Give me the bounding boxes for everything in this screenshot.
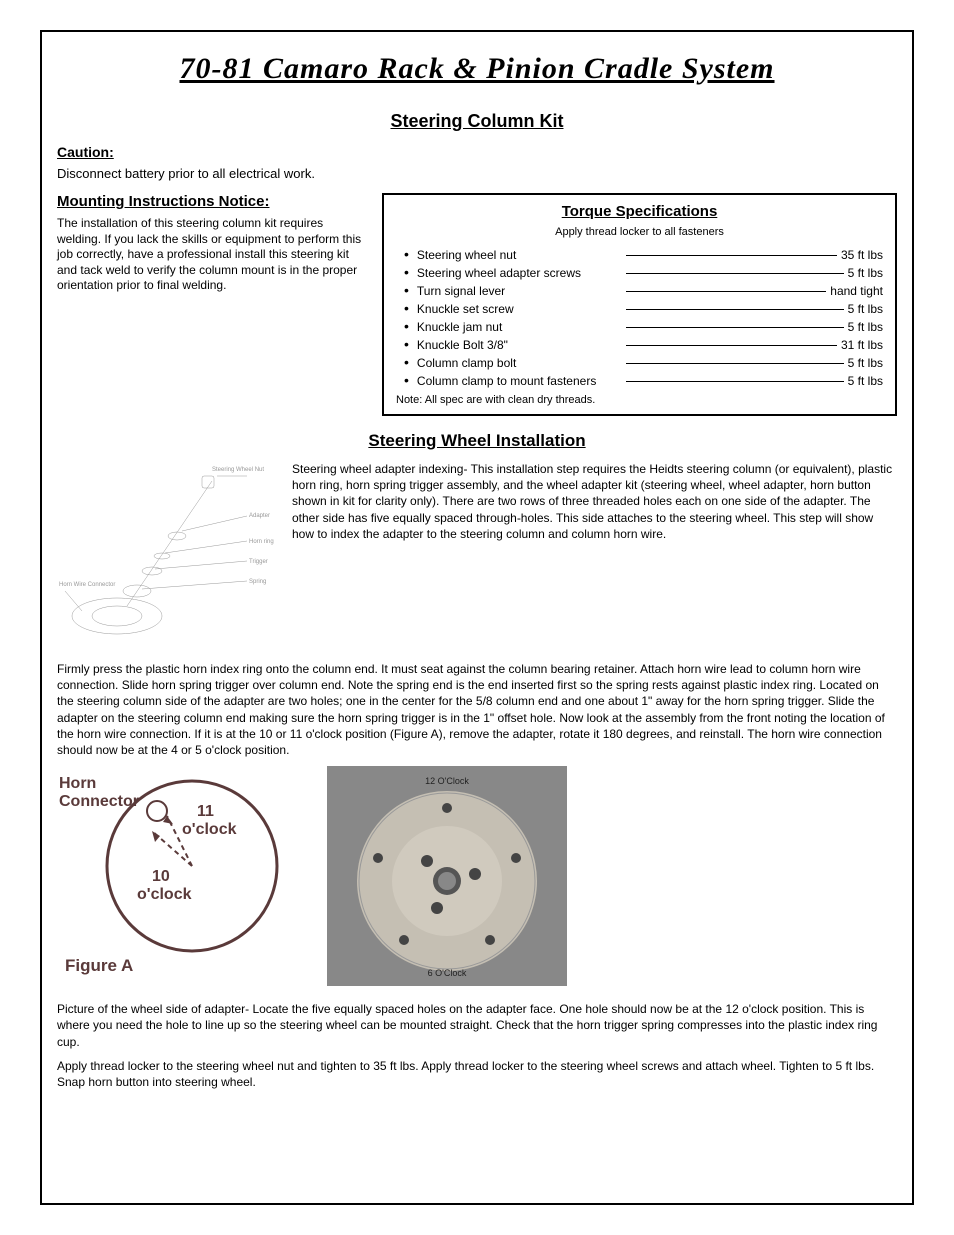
column-kit-header: Steering Column Kit [57,111,897,132]
diagram-label-horn-ring: Horn ring [249,539,274,545]
adapter-photo-svg: 12 O'Clock 6 O'Clock [327,766,567,986]
torque-label: Knuckle Bolt 3/8" [417,338,622,352]
diagram-label-horn-connector: Horn Wire Connector [59,582,115,588]
document-page: 70-81 Camaro Rack & Pinion Cradle System… [40,30,914,1205]
torque-value: 31 ft lbs [841,338,883,352]
torque-value: 5 ft lbs [848,320,883,334]
figure-a-horn-label-1: Horn [59,775,96,792]
bottom-paragraph-1: Picture of the wheel side of adapter- Lo… [57,1001,897,1050]
torque-item: Steering wheel nut 35 ft lbs [404,246,883,262]
figure-a-10-num: 10 [152,868,170,885]
install-paragraph-2: Firmly press the plastic horn index ring… [57,661,897,758]
diagram-label-nut: Steering Wheel Nut [212,467,264,473]
torque-item: Steering wheel adapter screws 5 ft lbs [404,264,883,280]
diagram-label-trigger: Trigger [249,559,268,565]
figure-a-10-oclock: o'clock [137,886,192,903]
torque-item: Knuckle Bolt 3/8" 31 ft lbs [404,336,883,352]
torque-separator [626,345,837,346]
torque-separator [626,255,837,256]
install-row-1: Steering Wheel Nut Adapter Horn ring Tri… [57,461,897,651]
torque-column: Torque Specifications Apply thread locke… [382,193,897,416]
torque-separator [626,363,844,364]
bottom-paragraph-2: Apply thread locker to the steering whee… [57,1058,897,1090]
torque-item: Column clamp bolt 5 ft lbs [404,354,883,370]
torque-label: Steering wheel nut [417,248,622,262]
torque-item: Turn signal lever hand tight [404,282,883,298]
diagram-label-spring: Spring [249,579,266,585]
diagram-label-adapter: Adapter [249,513,270,519]
page-title: 70-81 Camaro Rack & Pinion Cradle System [57,52,897,86]
torque-label: Knuckle jam nut [417,320,622,334]
torque-label: Knuckle set screw [417,302,622,316]
caution-label: Caution: [57,144,897,160]
torque-separator [626,273,844,274]
exploded-diagram: Steering Wheel Nut Adapter Horn ring Tri… [57,461,277,651]
photo-label-top: 12 O'Clock [425,776,469,786]
torque-note: Note: All spec are with clean dry thread… [396,394,883,406]
figure-a-horn-label-2: Connector [59,793,139,810]
torque-value: 5 ft lbs [848,356,883,370]
torque-separator [626,309,844,310]
torque-item: Column clamp to mount fasteners 5 ft lbs [404,372,883,388]
notice-header: Mounting Instructions Notice: [57,193,367,210]
torque-label: Steering wheel adapter screws [417,266,622,280]
figure-a-caption: Figure A [65,956,133,975]
torque-list: Steering wheel nut 35 ft lbs Steering whe… [396,246,883,388]
torque-value: 5 ft lbs [848,302,883,316]
torque-separator [626,291,826,292]
torque-subtitle: Apply thread locker to all fasteners [396,226,883,238]
torque-label: Turn signal lever [417,284,622,298]
adapter-photo: 12 O'Clock 6 O'Clock [327,766,567,986]
caution-text: Disconnect battery prior to all electric… [57,166,897,181]
steering-wheel-header: Steering Wheel Installation [57,431,897,451]
notice-column: Mounting Instructions Notice: The instal… [57,193,367,416]
install-paragraph-1: Steering wheel adapter indexing- This in… [292,461,897,651]
torque-spec-box: Torque Specifications Apply thread locke… [382,193,897,416]
photo-label-bottom: 6 O'Clock [428,968,467,978]
notice-torque-row: Mounting Instructions Notice: The instal… [57,193,897,416]
figure-a-11-num: 11 [197,803,214,820]
torque-label: Column clamp bolt [417,356,622,370]
figures-row: Horn Connector 11 o'clock 10 o'clock Fig… [57,766,897,991]
exploded-view-svg: Steering Wheel Nut Adapter Horn ring Tri… [57,461,277,651]
torque-label: Column clamp to mount fasteners [417,374,622,388]
figure-a-svg: Horn Connector 11 o'clock 10 o'clock Fig… [57,766,297,986]
torque-value: 35 ft lbs [841,248,883,262]
torque-value: 5 ft lbs [848,374,883,388]
figure-a: Horn Connector 11 o'clock 10 o'clock Fig… [57,766,297,991]
torque-separator [626,327,844,328]
notice-text: The installation of this steering column… [57,216,367,294]
torque-separator [626,381,844,382]
torque-value: 5 ft lbs [848,266,883,280]
torque-title: Torque Specifications [396,203,883,220]
torque-item: Knuckle set screw 5 ft lbs [404,300,883,316]
torque-item: Knuckle jam nut 5 ft lbs [404,318,883,334]
figure-a-11-oclock: o'clock [182,821,237,838]
torque-value: hand tight [830,284,883,298]
